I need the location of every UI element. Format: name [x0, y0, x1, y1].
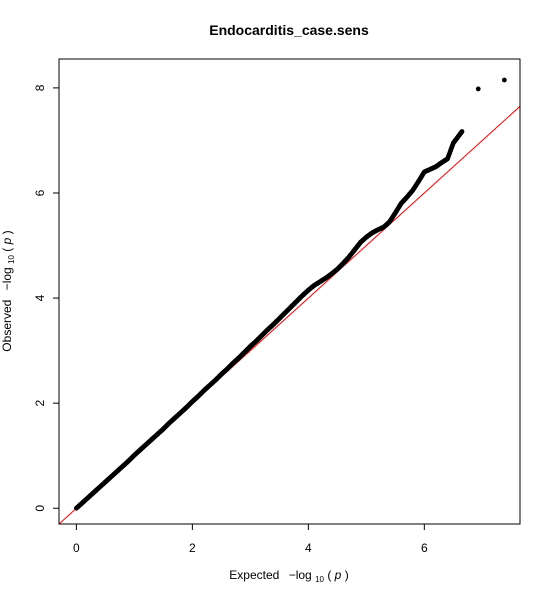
x-axis: 0 2 4 6 [73, 524, 428, 555]
y-tick-label: 8 [33, 84, 47, 91]
x-tick-label: 2 [189, 541, 196, 555]
data-point [475, 86, 481, 92]
y-axis-label: Observed −log 10 ( p ) [0, 230, 17, 351]
y-axis: 0 2 4 6 8 [33, 84, 59, 512]
x-tick-label: 6 [421, 541, 428, 555]
y-tick-label: 6 [33, 189, 47, 196]
x-tick-label: 0 [73, 541, 80, 555]
chart-title: Endocarditis_case.sens [209, 22, 369, 38]
plot-frame [58, 58, 521, 525]
x-axis-label: Expected −log 10 ( p ) [229, 568, 348, 585]
y-tick-label: 0 [33, 505, 47, 512]
y-tick-label: 4 [33, 294, 47, 301]
data-points [74, 77, 507, 511]
data-point [459, 129, 465, 134]
data-point [501, 77, 507, 83]
x-tick-label: 4 [305, 541, 312, 555]
y-tick-label: 2 [33, 399, 47, 406]
